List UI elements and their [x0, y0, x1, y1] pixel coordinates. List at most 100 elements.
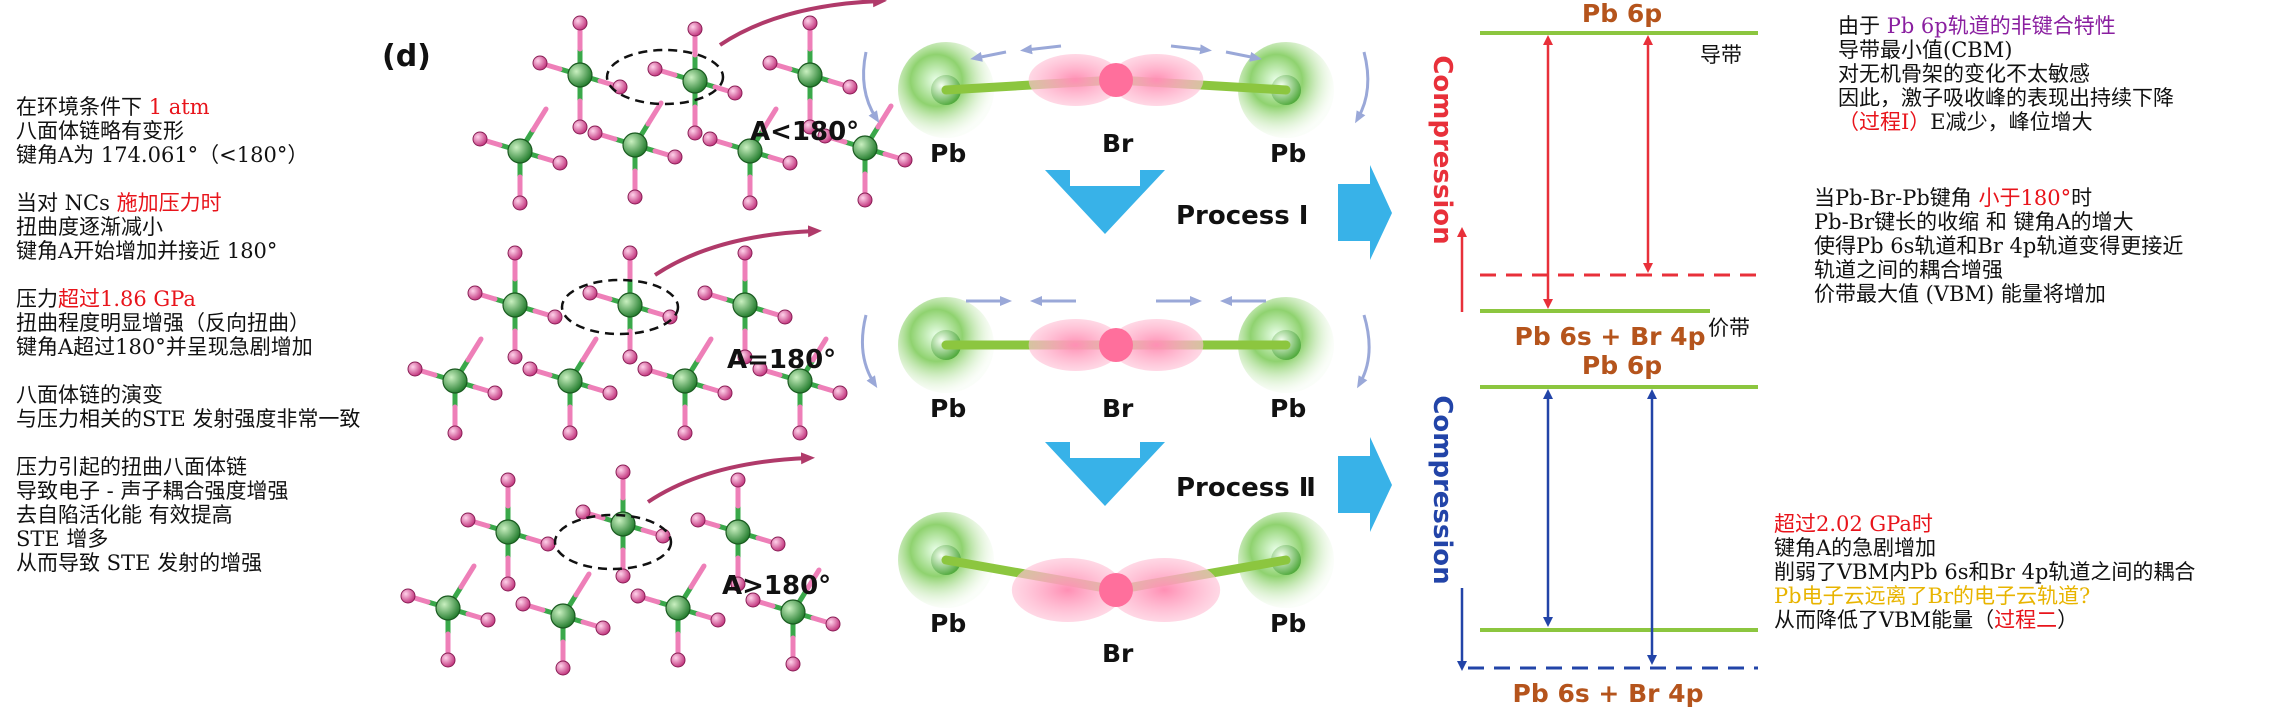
br-atom [447, 425, 463, 441]
br-atom [602, 385, 618, 401]
note-line-seg: （过程Ⅰ） [1838, 110, 1931, 134]
note-line-seg: Pb电子云远离了Br的电子云轨道? [1774, 584, 2091, 608]
compress-arrow [970, 50, 1007, 62]
angle-highlight-ellipse [553, 513, 673, 571]
orbital-diagrams: Pb Pb Br Pb Pb Br Pb Pb Br [860, 42, 1371, 668]
br-atom [655, 528, 671, 544]
br-atom [770, 536, 786, 552]
br-atom [575, 504, 591, 520]
br-atom [647, 61, 663, 77]
br-atom [817, 128, 833, 144]
process-one-side-arrow [1338, 165, 1392, 260]
br-atom [670, 652, 686, 668]
note-line-seg: 小于180° [1978, 186, 2072, 210]
bend-arrow [860, 314, 878, 389]
note-line-seg: 键角A超过180°并呈现急剧增加 [16, 335, 313, 359]
cb-label-bottom: Pb 6p [1582, 351, 1662, 380]
br-atom [637, 361, 653, 377]
pb-br-pb-orbital: Pb Pb Br [862, 42, 1370, 168]
note-line: 键角A超过180°并呈现急剧增加 [16, 335, 360, 359]
pb-atom [725, 519, 751, 545]
bond [465, 336, 484, 363]
pb-atom [495, 519, 521, 545]
br-atom [507, 349, 523, 365]
br-atom [582, 285, 598, 301]
note-line: 使得Pb 6s轨道和Br 4p轨道变得更接近 [1814, 234, 2183, 258]
br-atom [622, 245, 638, 261]
rotation-arrow [653, 225, 822, 277]
bond [875, 103, 894, 130]
note-line-seg: 在环境条件下 [16, 95, 149, 119]
right-mid-notes: 当Pb-Br-Pb键角 小于180°时 Pb-Br键长的收缩 和 键角A的增大 使得… [1814, 186, 2183, 306]
br-atom [857, 192, 873, 208]
note-line-seg: 超过2.02 GPa时 [1774, 512, 1933, 536]
pb-label: Pb [930, 139, 966, 168]
br-atom [532, 55, 548, 71]
note-block: 在环境条件下 1 atm 八面体链略有变形 键角A为 174.061°（<180°） [16, 95, 360, 167]
br-atom [727, 85, 743, 101]
pb-atom [442, 368, 468, 394]
pb-atom [797, 62, 823, 88]
note-line-seg: STE 增多 [16, 527, 109, 551]
angle-label-equal: A=180° [727, 345, 836, 375]
left-notes: 在环境条件下 1 atm 八面体链略有变形 键角A为 174.061°（<180°）… [16, 95, 360, 599]
note-line: 对无机骨架的变化不太敏感 [1838, 62, 2174, 86]
pb-br-pb-orbital: Pb Pb Br [898, 512, 1334, 668]
octahedral-chain [407, 225, 848, 441]
br-atom [667, 149, 683, 165]
br-label: Br [1102, 639, 1134, 668]
note-line: （过程Ⅰ）E减少，峰位增大 [1838, 110, 2174, 134]
bond [760, 106, 779, 133]
note-line-seg: 超过1.86 GPa [58, 287, 196, 311]
process-two-side-arrow [1338, 437, 1392, 532]
note-line-seg: 从而导致 STE 发射的增强 [16, 551, 263, 575]
note-line: 轨道之间的耦合增强 [1814, 258, 2183, 282]
rotation-arrow [718, 0, 887, 47]
note-line: 在环境条件下 1 atm [16, 95, 360, 119]
br-label: Br [1102, 129, 1134, 158]
br-atom [762, 55, 778, 71]
angle-label-greater: A>180° [722, 571, 831, 601]
br-atom [540, 536, 556, 552]
pb-label: Pb [1270, 609, 1306, 638]
br-p-lobe-left [1028, 319, 1123, 371]
pb-atom [557, 368, 583, 394]
br-atom [737, 245, 753, 261]
pb-atom [682, 68, 708, 94]
angle-label-less: A<180° [750, 117, 859, 147]
br-atom [745, 592, 761, 608]
note-line: 因此，激子吸收峰的表现出持续下降 [1838, 86, 2174, 110]
note-line-seg: 过程二 [1994, 608, 2058, 632]
octahedral-chain [400, 452, 841, 676]
br-atom [752, 361, 768, 377]
vb-cn-label: 价带 [1708, 316, 1750, 340]
compress-arrow [1225, 50, 1262, 62]
br-atom [552, 155, 568, 171]
br-atom [710, 612, 726, 628]
bond [688, 563, 707, 590]
compression-label-bottom: Compression [1427, 395, 1457, 584]
note-line-seg: 扭曲程度明显增强（反向扭曲） [16, 311, 310, 335]
pb-atom [507, 138, 533, 164]
br-atom [777, 309, 793, 325]
note-line-seg: 八面体链略有变形 [16, 119, 184, 143]
note-line-seg: 因此，激子吸收峰的表现出持续下降 [1838, 86, 2174, 110]
br-atom [440, 652, 456, 668]
pb-br-pb-orbital: Pb Pb Br [860, 296, 1371, 423]
br-atom [802, 15, 818, 31]
br-atom [500, 576, 516, 592]
br-core [1099, 63, 1133, 97]
pb-atom [622, 132, 648, 158]
br-atom [500, 472, 516, 488]
note-line-seg: 从而降低了VBM能量（ [1774, 608, 1995, 632]
vb-label-top: Pb 6s + Br 4p [1515, 322, 1706, 351]
br-core [1099, 573, 1133, 607]
pb-atom [567, 62, 593, 88]
note-line-seg: 扭曲度逐渐减小 [16, 215, 163, 239]
cb-cn-label: 导带 [1700, 43, 1742, 67]
br-atom [662, 309, 678, 325]
br-p-lobe-right [1109, 54, 1204, 106]
note-line: 削弱了VBM内Pb 6s和Br 4p轨道之间的耦合 [1774, 560, 2195, 584]
br-atom [555, 660, 571, 676]
br-atom [697, 285, 713, 301]
